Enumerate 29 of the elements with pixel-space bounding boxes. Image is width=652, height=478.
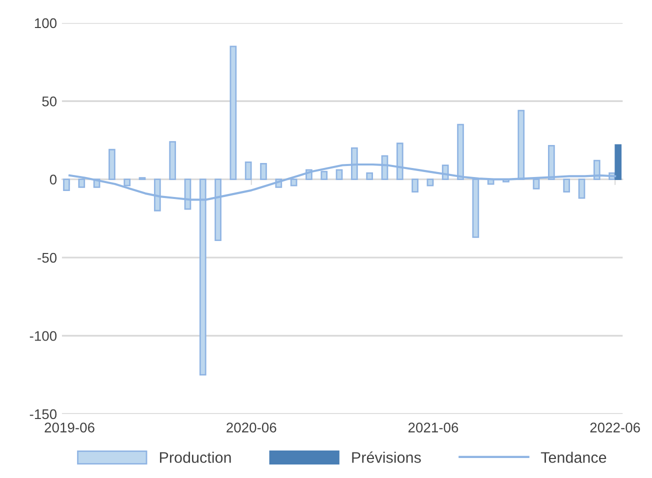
legend-label: Prévisions (352, 452, 421, 463)
bar (290, 178, 298, 186)
bar (244, 161, 252, 180)
bar (320, 170, 328, 180)
x-tick-label: 2022-06 (590, 422, 640, 432)
bar (426, 178, 434, 186)
bar (78, 178, 86, 188)
bar (412, 178, 418, 193)
y-tick-label: -100 (30, 331, 57, 341)
bar (532, 178, 540, 190)
y-tick-label: 0 (50, 174, 57, 185)
bar (124, 178, 131, 186)
bar (336, 169, 343, 180)
x-tick-label: 2021-06 (408, 422, 458, 432)
x-tick-label: 2020-06 (226, 422, 276, 432)
bar (366, 172, 373, 180)
y-tick-label: 100 (34, 18, 57, 28)
x-tick-label: 2019-06 (44, 422, 94, 432)
bar (63, 178, 70, 191)
bar (563, 178, 570, 193)
bar (260, 163, 267, 180)
legend-label: Production (160, 452, 231, 463)
y-tick-label: 50 (42, 96, 57, 106)
bar (169, 141, 176, 180)
legend-label: Tendance (540, 452, 606, 463)
bar (614, 144, 622, 180)
bar (230, 46, 237, 180)
y-tick-label: -50 (38, 252, 57, 263)
y-tick-label: -150 (30, 409, 57, 420)
